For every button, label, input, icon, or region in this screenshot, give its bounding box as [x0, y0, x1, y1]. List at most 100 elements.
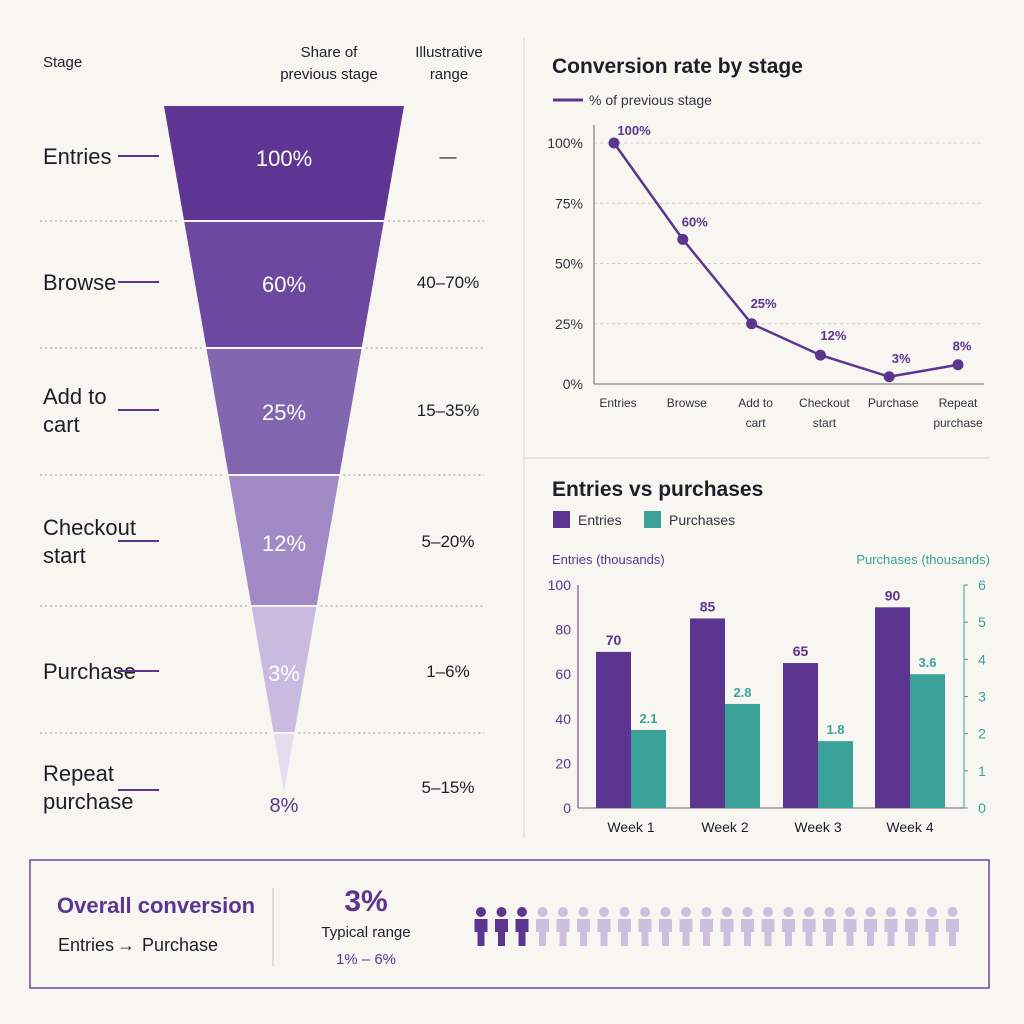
line-chart-y-tick: 50%	[555, 256, 583, 272]
bar-chart-x-tick: Week 4	[886, 819, 933, 835]
overall-conversion-summary: Overall conversion Entries → Purchase 3%…	[29, 859, 990, 989]
line-point	[952, 359, 964, 371]
funnel-layer	[251, 607, 317, 732]
funnel-stage-label: cart	[43, 412, 80, 437]
bar-chart-marks: 0 20 40 60 80 100 0 1 2 3 4 5 6 70 2.1 Week 1 85 2.8 Week …	[548, 577, 986, 835]
legend-label-purchases: Purchases	[669, 512, 735, 528]
person-icon	[802, 907, 816, 946]
line-chart-y-tick: 100%	[547, 135, 583, 151]
person-icon	[679, 907, 693, 946]
bar-chart-y-tick-right: 6	[978, 577, 986, 593]
line-chart-x-tick: Purchase	[868, 396, 919, 410]
bar-purchases-label: 2.8	[733, 685, 751, 700]
person-icon	[843, 907, 857, 946]
y-axis-left-title: Entries (thousands)	[552, 552, 665, 567]
bar-chart-y-tick-right: 4	[978, 651, 986, 667]
funnel-range-value: 40–70%	[417, 273, 479, 292]
bar-purchases	[818, 741, 853, 808]
funnel-range-value: 1–6%	[426, 662, 469, 681]
bar-chart-y-tick-right: 1	[978, 763, 986, 779]
header-share-line1: Share of	[301, 44, 359, 61]
entries-purchases-bar-chart: Entries vs purchases Entries Purchases E…	[548, 478, 990, 835]
funnel-range-value: 5–20%	[422, 532, 475, 551]
bar-purchases-label: 1.8	[826, 722, 844, 737]
funnel-range-value: 15–35%	[417, 401, 479, 420]
line-point-label: 25%	[751, 296, 777, 311]
bar-purchases-label: 3.6	[918, 655, 936, 670]
header-share-line2: previous stage	[280, 66, 378, 83]
bar-chart-y-tick-right: 5	[978, 614, 986, 630]
line-point-label: 8%	[953, 339, 972, 354]
bar-chart-title: Entries vs purchases	[552, 478, 763, 501]
person-icon	[536, 907, 549, 946]
person-icon	[638, 907, 652, 946]
funnel-share-value: 60%	[262, 272, 306, 297]
bar-purchases	[631, 729, 666, 808]
person-icon	[782, 907, 795, 946]
person-icon	[905, 907, 918, 946]
bar-chart-y-tick-right: 2	[978, 726, 986, 742]
bar-purchases	[725, 703, 760, 808]
person-icon	[515, 907, 529, 946]
funnel-stage-label: Repeat	[43, 761, 114, 786]
bar-chart-y-tick-left: 20	[555, 755, 571, 771]
bar-entries-label: 90	[885, 587, 901, 603]
bar-entries-label: 70	[606, 632, 622, 648]
line-point	[677, 233, 689, 245]
funnel-stage-label: Add to	[43, 384, 107, 409]
person-icon	[741, 907, 754, 946]
person-icon	[823, 907, 836, 946]
line-point	[746, 318, 758, 330]
bar-chart-y-tick-right: 0	[978, 800, 986, 816]
legend-swatch-entries	[553, 511, 570, 528]
bar-chart-y-tick-left: 0	[563, 800, 571, 816]
person-icon	[597, 907, 611, 946]
line-chart-x-tick: cart	[746, 416, 767, 430]
funnel-range-value: —	[440, 147, 457, 166]
bar-entries	[596, 651, 631, 808]
bar-chart-x-tick: Week 1	[607, 819, 654, 835]
funnel-stage-label: Checkout	[43, 515, 136, 540]
bar-purchases-label: 2.1	[639, 711, 657, 726]
funnel-layer	[164, 106, 404, 220]
person-icon	[495, 907, 508, 946]
summary-to: Purchase	[142, 935, 218, 955]
funnel-section: Stage Share of previous stage Illustrati…	[40, 44, 484, 817]
line-chart-x-tick: Repeat	[939, 396, 978, 410]
line-chart-x-tick: start	[813, 416, 837, 430]
line-chart-x-tick: Entries	[599, 396, 636, 410]
bar-purchases	[910, 674, 945, 808]
person-icon	[925, 907, 939, 946]
person-icon	[556, 907, 570, 946]
funnel-stage-label: start	[43, 543, 86, 568]
bar-chart-y-tick-left: 100	[548, 577, 572, 593]
bar-entries	[783, 663, 818, 808]
line-chart-y-tick: 75%	[555, 195, 583, 211]
summary-arrow: →	[117, 935, 135, 955]
bar-chart-y-tick-left: 40	[555, 711, 571, 727]
bar-entries	[690, 618, 725, 808]
line-chart-y-tick: 0%	[563, 376, 583, 392]
bar-chart-y-tick-right: 3	[978, 689, 986, 705]
funnel-share-value: 25%	[262, 400, 306, 425]
funnel-stage-label: purchase	[43, 789, 134, 814]
line-point-label: 12%	[820, 328, 846, 343]
line-point-label: 100%	[617, 123, 651, 138]
bar-entries	[875, 607, 910, 808]
funnel-share-value: 3%	[268, 661, 300, 686]
funnel-layer	[184, 222, 384, 347]
summary-title: Overall conversion	[57, 893, 255, 918]
funnel-layer	[273, 734, 295, 792]
bar-entries-label: 65	[793, 643, 809, 659]
bar-entries-label: 85	[700, 598, 716, 614]
summary-typical-value: 1% – 6%	[336, 951, 396, 968]
bar-chart-x-tick: Week 3	[794, 819, 841, 835]
bar-chart-y-tick-left: 80	[555, 622, 571, 638]
person-icon	[864, 907, 877, 946]
funnel-range-value: 5–15%	[422, 778, 475, 797]
person-icon	[761, 907, 775, 946]
line-chart-grid: 0% 25% 50% 75% 100%	[547, 135, 984, 392]
line-chart-x-tick: purchase	[933, 416, 983, 430]
funnel-share-value: 8%	[270, 795, 299, 817]
funnel-stage-label: Entries	[43, 144, 111, 169]
